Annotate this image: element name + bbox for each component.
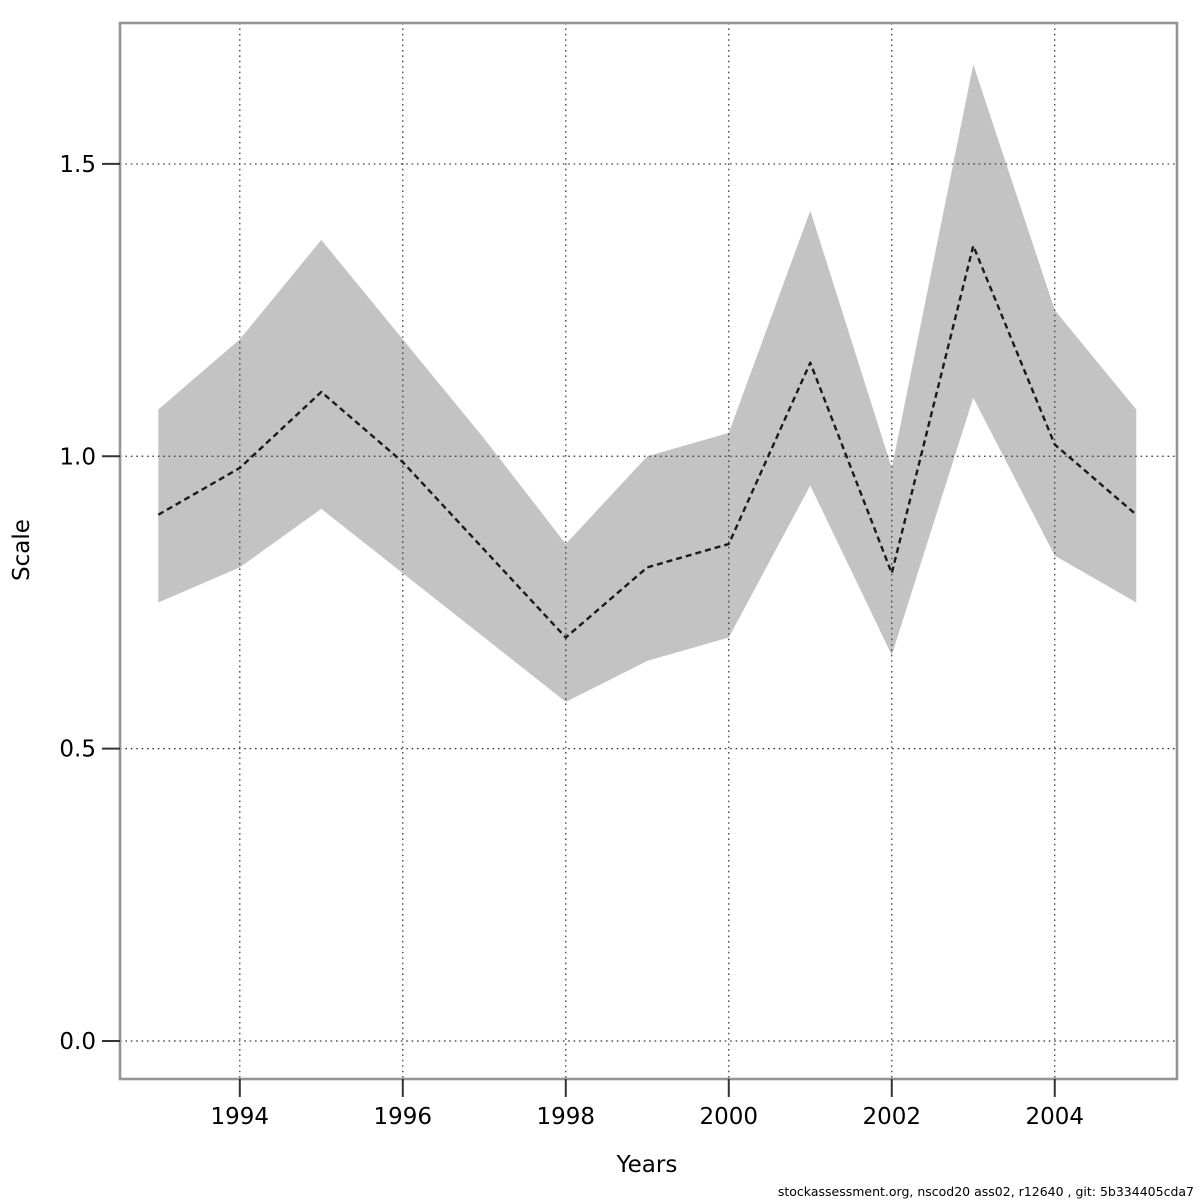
estimate-line <box>157 244 1138 639</box>
x-axis-title: Years <box>616 1152 678 1178</box>
y-tick-label: 0.5 <box>59 737 96 763</box>
plot-border <box>118 21 1179 1081</box>
y-axis-title: Scale <box>9 519 35 581</box>
x-tick-label: 2000 <box>699 1104 758 1130</box>
x-tick-label: 1994 <box>211 1104 270 1130</box>
y-tick-label: 1.5 <box>59 152 96 178</box>
y-tick-label: 0.0 <box>59 1029 96 1055</box>
x-tick-label: 1996 <box>374 1104 433 1130</box>
x-tick-label: 1998 <box>537 1104 596 1130</box>
footer-watermark: stockassessment.org, nscod20 ass02, r126… <box>777 1184 1194 1199</box>
y-tick-label: 1.0 <box>59 444 96 470</box>
x-tick-label: 2002 <box>862 1104 921 1130</box>
x-tick-label: 2004 <box>1025 1104 1084 1130</box>
